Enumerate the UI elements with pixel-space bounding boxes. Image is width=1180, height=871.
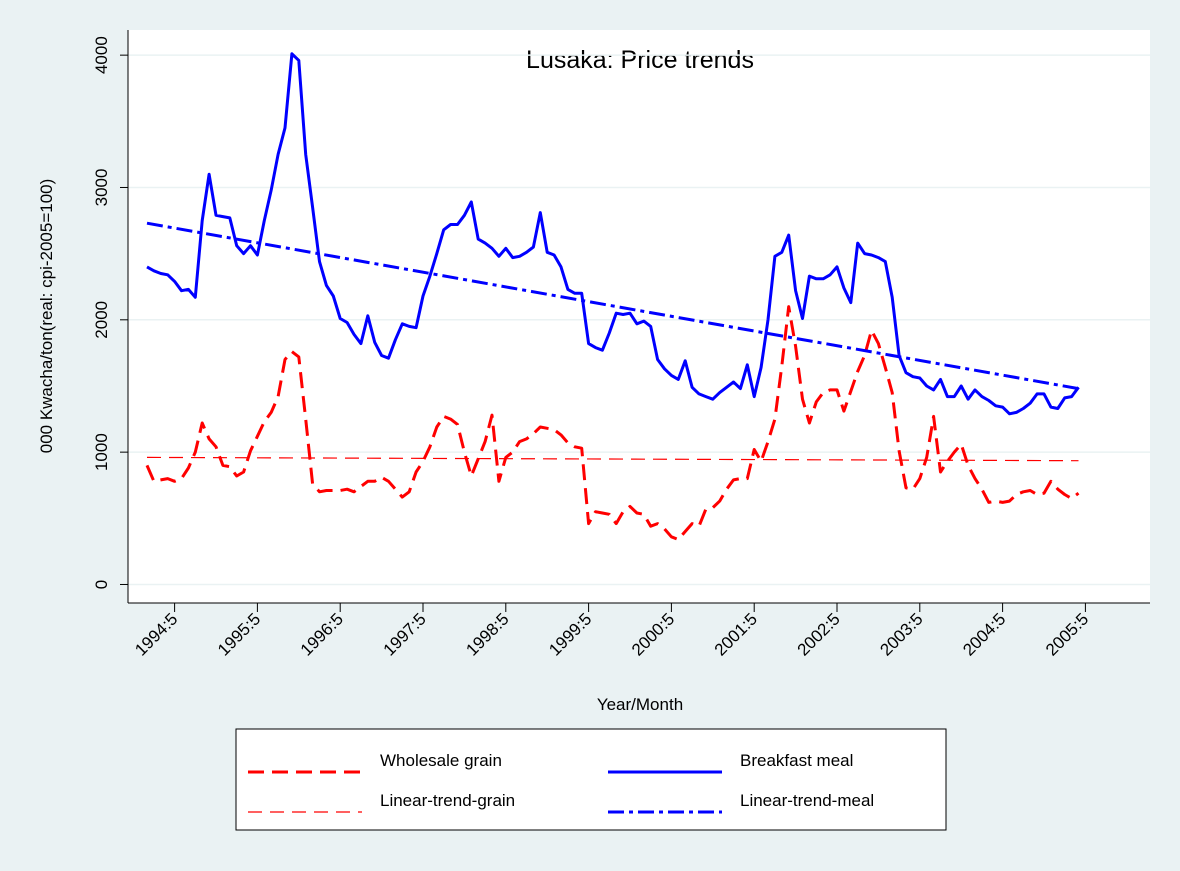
plot-area	[128, 30, 1150, 603]
y-tick-label: 0	[92, 580, 111, 589]
y-tick-label: 1000	[92, 433, 111, 471]
legend-label: Breakfast meal	[740, 751, 853, 770]
series-line	[146, 221, 1079, 391]
series-line	[145, 305, 1080, 541]
series-line	[146, 456, 1079, 462]
y-tick-label: 3000	[92, 169, 111, 207]
legend-label: Linear-trend-grain	[380, 791, 515, 810]
legend-label: Linear-trend-meal	[740, 791, 874, 810]
legend-label: Wholesale grain	[380, 751, 502, 770]
grid	[128, 54, 1150, 586]
chart-title: Lusaka: Price trends	[526, 46, 754, 74]
legend	[235, 728, 947, 831]
series-line	[146, 52, 1080, 416]
x-axis-label: Year/Month	[597, 695, 683, 714]
y-axis-label: 000 Kwacha/ton(real: cpi-2005=100)	[37, 179, 56, 454]
series	[145, 52, 1080, 541]
y-tick-label: 2000	[92, 301, 111, 339]
y-tick-label: 4000	[92, 36, 111, 74]
